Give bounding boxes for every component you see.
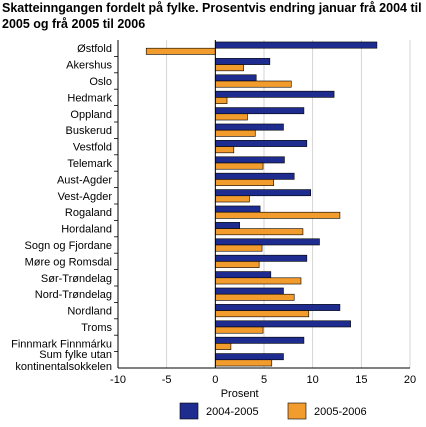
bar-2005-2006-1 <box>215 64 244 72</box>
x-tick-label-2: 0 <box>212 374 218 386</box>
bar-2004-2005-0 <box>215 41 378 49</box>
bar-2005-2006-16 <box>215 310 310 318</box>
category-label: Oslo <box>89 76 112 88</box>
bar-2005-2006-0 <box>145 47 216 55</box>
bar-2005-2006-17 <box>215 326 264 334</box>
x-axis-label: Prosent <box>221 388 259 400</box>
bar-2005-2006-4 <box>215 113 248 121</box>
legend-swatch-2005-2006 <box>287 402 307 420</box>
category-label: Vestfold <box>73 142 112 154</box>
category-label: Sum fylke utan <box>39 349 112 361</box>
category-label: Akershus <box>66 60 112 72</box>
bar-2004-2005-4 <box>215 107 305 115</box>
legend-label-2005-2006: 2005-2006 <box>314 406 367 418</box>
bar-2005-2006-3 <box>215 97 228 104</box>
bar-2005-2006-5 <box>215 129 256 137</box>
bar-2004-2005-12 <box>215 238 320 246</box>
bar-2004-2005-19 <box>215 353 284 361</box>
bar-2004-2005-17 <box>215 320 351 328</box>
bar-2005-2006-10 <box>215 211 341 219</box>
category-label: Finnmark Finnmárku <box>11 338 112 350</box>
bar-2005-2006-13 <box>215 261 260 268</box>
legend-swatch-2004-2005 <box>179 402 199 420</box>
bar-2004-2005-13 <box>215 254 308 262</box>
bar-2004-2005-1 <box>215 58 271 65</box>
x-tick-label-6: 20 <box>404 374 416 386</box>
bar-2005-2006-12 <box>215 244 263 252</box>
bar-2004-2005-3 <box>215 90 335 98</box>
bar-2005-2006-9 <box>215 195 250 203</box>
category-label: Sogn og Fjordane <box>25 240 112 252</box>
chart-title: Skatteinngangen fordelt på fylke. Prosen… <box>2 1 422 31</box>
bar-2005-2006-8 <box>215 179 275 186</box>
category-label: Oppland <box>70 109 112 121</box>
bar-2004-2005-16 <box>215 304 341 311</box>
bar-2004-2005-8 <box>215 172 295 180</box>
bar-2005-2006-14 <box>215 277 302 285</box>
bar-2005-2006-18 <box>215 343 232 350</box>
bar-2004-2005-2 <box>215 74 257 82</box>
legend-label-2004-2005: 2004-2005 <box>206 406 259 418</box>
category-label: Rogaland <box>65 207 112 219</box>
category-label: Hordaland <box>61 224 112 236</box>
category-label: Hedmark <box>67 92 112 104</box>
category-label: Nord-Trøndelag <box>35 289 112 301</box>
bar-2004-2005-7 <box>215 156 285 164</box>
bar-2005-2006-19 <box>215 359 273 367</box>
x-tick-label-1: -5 <box>162 374 172 386</box>
bar-2004-2005-15 <box>215 287 284 295</box>
category-label: Buskerud <box>66 125 112 137</box>
category-label: Møre og Romsdal <box>25 256 112 268</box>
x-tick-label-5: 15 <box>355 374 367 386</box>
category-label: Østfold <box>77 43 112 55</box>
category-label: Telemark <box>67 158 112 170</box>
x-tick-label-3: 5 <box>261 374 267 386</box>
bar-2004-2005-14 <box>215 271 272 279</box>
category-label: Vest-Agder <box>58 191 113 203</box>
bar-2004-2005-5 <box>215 123 284 131</box>
bar-2005-2006-11 <box>215 228 304 236</box>
bar-2004-2005-18 <box>215 336 305 344</box>
bar-2004-2005-6 <box>215 140 308 147</box>
bar-2005-2006-15 <box>215 293 295 301</box>
bar-2004-2005-9 <box>215 189 312 197</box>
bar-2005-2006-7 <box>215 162 264 170</box>
x-tick-label-0: -10 <box>110 374 126 386</box>
category-label: Nordland <box>67 306 112 318</box>
x-tick-label-4: 10 <box>307 374 319 386</box>
category-label: Sør-Trøndelag <box>41 273 112 285</box>
bar-2004-2005-10 <box>215 205 261 213</box>
category-label: Aust-Agder <box>57 174 112 186</box>
bar-2005-2006-6 <box>215 146 235 154</box>
bar-2004-2005-11 <box>215 222 240 229</box>
category-label: kontinentalsokkelen <box>15 361 112 373</box>
category-label: Troms <box>81 322 112 334</box>
bar-2005-2006-2 <box>215 80 292 88</box>
